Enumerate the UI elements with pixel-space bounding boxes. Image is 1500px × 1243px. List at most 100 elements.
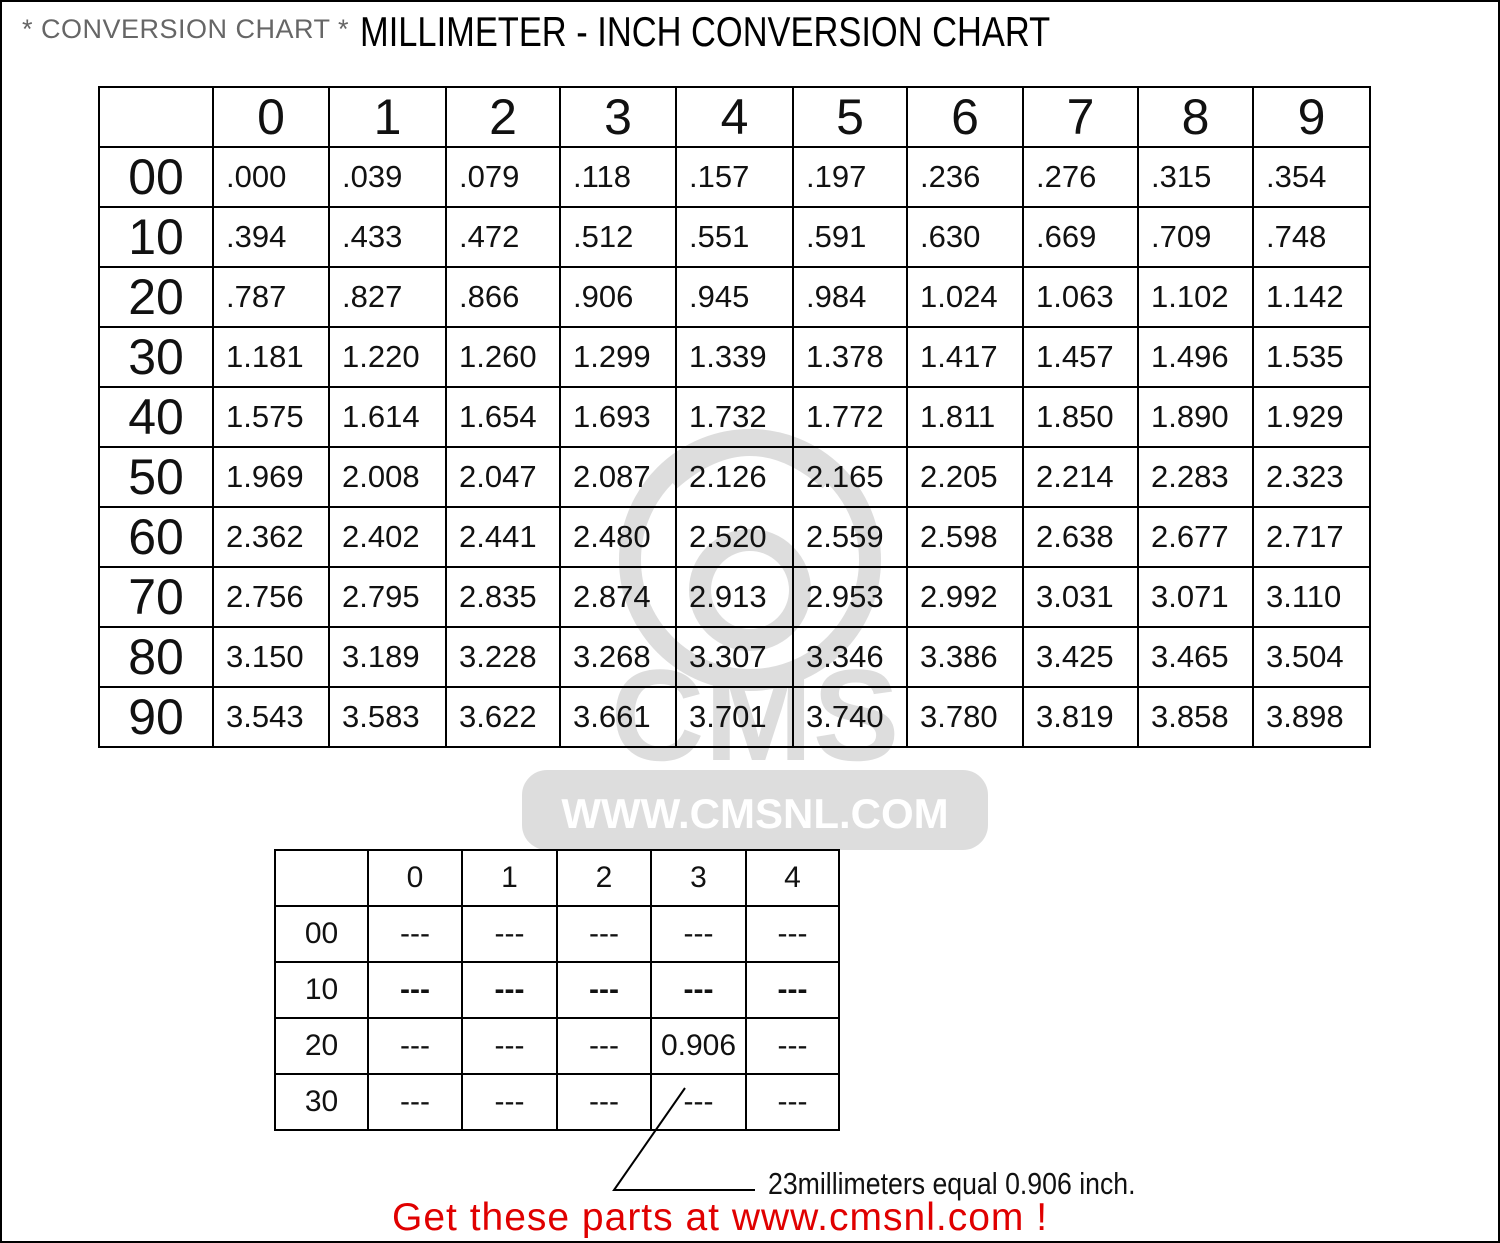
value-cell: 3.622 xyxy=(445,686,561,748)
column-header: 2 xyxy=(556,849,652,907)
value-cell: 3.504 xyxy=(1252,626,1371,688)
row-header: 10 xyxy=(274,961,369,1019)
value-cell: 3.701 xyxy=(675,686,794,748)
value-cell: 3.819 xyxy=(1022,686,1139,748)
value-cell: 2.047 xyxy=(445,446,561,508)
value-cell: .197 xyxy=(792,146,908,208)
column-header: 4 xyxy=(675,86,794,148)
value-cell: 1.299 xyxy=(559,326,677,388)
empty-cell: --- xyxy=(556,1017,652,1075)
value-cell: 1.378 xyxy=(792,326,908,388)
empty-cell: --- xyxy=(745,905,840,963)
value-cell: 3.543 xyxy=(212,686,330,748)
value-cell: 1.220 xyxy=(328,326,447,388)
column-header: 0 xyxy=(212,86,330,148)
column-header: 1 xyxy=(328,86,447,148)
value-cell: 1.339 xyxy=(675,326,794,388)
value-cell: 2.323 xyxy=(1252,446,1371,508)
value-cell: 3.110 xyxy=(1252,566,1371,628)
empty-cell: --- xyxy=(745,1073,840,1131)
column-header: 2 xyxy=(445,86,561,148)
value-cell: 1.732 xyxy=(675,386,794,448)
value-cell: 2.165 xyxy=(792,446,908,508)
corner-cell xyxy=(274,849,369,907)
empty-cell: --- xyxy=(556,905,652,963)
table-row: 20.787.827.866.906.945.984 1.024 1.063 1.10… xyxy=(98,266,1371,328)
table-row: 80 3.150 3.189 3.228 3.268 3.307 3.346 3.386 3.4… xyxy=(98,626,1371,688)
value-cell: 1.535 xyxy=(1252,326,1371,388)
value-cell: .315 xyxy=(1137,146,1254,208)
row-header: 70 xyxy=(98,566,214,628)
value-cell: 3.150 xyxy=(212,626,330,688)
value-cell: 1.181 xyxy=(212,326,330,388)
value-cell: 1.614 xyxy=(328,386,447,448)
row-header: 00 xyxy=(274,905,369,963)
chart-title: MILLIMETER - INCH CONVERSION CHART xyxy=(360,8,1051,55)
value-cell: 1.575 xyxy=(212,386,330,448)
empty-cell: --- xyxy=(556,1073,652,1131)
value-cell: 3.031 xyxy=(1022,566,1139,628)
value-cell: .748 xyxy=(1252,206,1371,268)
value-cell: .630 xyxy=(906,206,1024,268)
value-cell: .669 xyxy=(1022,206,1139,268)
value-cell: 1.260 xyxy=(445,326,561,388)
column-header: 5 xyxy=(792,86,908,148)
value-cell: 3.346 xyxy=(792,626,908,688)
value-cell: 3.583 xyxy=(328,686,447,748)
value-cell: 3.189 xyxy=(328,626,447,688)
highlighted-value-cell: 0.906 xyxy=(650,1017,747,1075)
value-cell: 1.890 xyxy=(1137,386,1254,448)
value-cell: 2.126 xyxy=(675,446,794,508)
value-cell: 3.071 xyxy=(1137,566,1254,628)
value-cell: .906 xyxy=(559,266,677,328)
value-cell: 1.024 xyxy=(906,266,1024,328)
value-cell: 2.913 xyxy=(675,566,794,628)
value-cell: .354 xyxy=(1252,146,1371,208)
value-cell: 2.214 xyxy=(1022,446,1139,508)
value-cell: 2.283 xyxy=(1137,446,1254,508)
empty-cell: --- xyxy=(745,961,840,1019)
empty-cell: --- xyxy=(650,1073,747,1131)
empty-cell: --- xyxy=(650,905,747,963)
value-cell: 2.402 xyxy=(328,506,447,568)
value-cell: .709 xyxy=(1137,206,1254,268)
empty-cell: --- xyxy=(367,961,463,1019)
corner-cell xyxy=(98,86,214,148)
row-header: 20 xyxy=(98,266,214,328)
empty-cell: --- xyxy=(650,961,747,1019)
value-cell: 3.307 xyxy=(675,626,794,688)
table-row: 30 1.181 1.220 1.260 1.299 1.339 1.378 1.417 1.4… xyxy=(98,326,1371,388)
value-cell: .236 xyxy=(906,146,1024,208)
row-header: 00 xyxy=(98,146,214,208)
value-cell: 3.228 xyxy=(445,626,561,688)
value-cell: .157 xyxy=(675,146,794,208)
mm-inch-conversion-table: 0 1 2 3 4 5 6 7 8 9 00.000.039.079.118.157.197.236… xyxy=(98,86,1371,748)
value-cell: .787 xyxy=(212,266,330,328)
row-header: 30 xyxy=(98,326,214,388)
value-cell: 1.969 xyxy=(212,446,330,508)
value-cell: 3.740 xyxy=(792,686,908,748)
value-cell: .000 xyxy=(212,146,330,208)
row-header: 60 xyxy=(98,506,214,568)
value-cell: 1.102 xyxy=(1137,266,1254,328)
value-cell: 2.835 xyxy=(445,566,561,628)
value-cell: 2.638 xyxy=(1022,506,1139,568)
value-cell: 2.953 xyxy=(792,566,908,628)
value-cell: 1.850 xyxy=(1022,386,1139,448)
row-header: 30 xyxy=(274,1073,369,1131)
column-header: 3 xyxy=(559,86,677,148)
promo-link-text[interactable]: Get these parts at www.cmsnl.com ! xyxy=(392,1196,1049,1239)
table-row: 10 --- --- --- --- --- xyxy=(274,961,840,1019)
empty-cell: --- xyxy=(461,905,558,963)
value-cell: .433 xyxy=(328,206,447,268)
value-cell: 2.441 xyxy=(445,506,561,568)
column-header: 9 xyxy=(1252,86,1371,148)
value-cell: 2.795 xyxy=(328,566,447,628)
row-header: 40 xyxy=(98,386,214,448)
example-note: 23millimeters equal 0.906 inch. xyxy=(768,1166,1136,1201)
column-header: 8 xyxy=(1137,86,1254,148)
value-cell: .472 xyxy=(445,206,561,268)
example-lookup-table: 0 1 2 3 4 00 --- --- --- --- --- 10 --- --- --- --- --- 2… xyxy=(274,849,840,1131)
value-cell: 3.780 xyxy=(906,686,1024,748)
